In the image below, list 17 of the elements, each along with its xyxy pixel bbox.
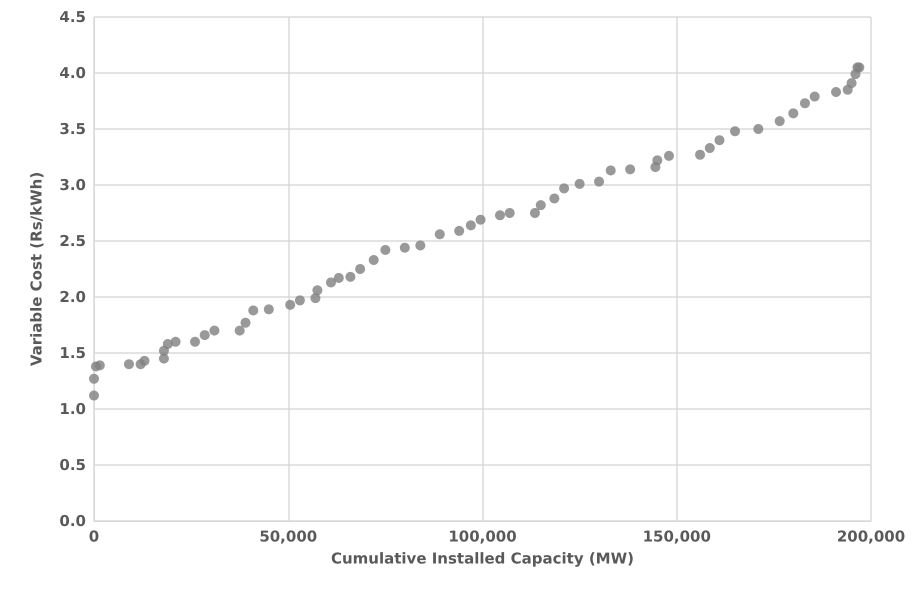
x-tick-label: 100,000 bbox=[448, 528, 517, 546]
y-axis-title: Variable Cost (Rs/kWh) bbox=[28, 172, 46, 366]
y-tick-label: 4.0 bbox=[59, 64, 86, 82]
x-tick-label: 150,000 bbox=[642, 528, 711, 546]
y-tick-label: 1.5 bbox=[59, 344, 86, 362]
y-tick-label: 4.5 bbox=[59, 8, 86, 26]
y-tick-label: 1.0 bbox=[59, 400, 86, 418]
x-tick-label: 50,000 bbox=[259, 528, 318, 546]
x-tick-label: 0 bbox=[88, 528, 100, 546]
x-axis-title: Cumulative Installed Capacity (MW) bbox=[330, 550, 634, 568]
y-tick-label: 3.0 bbox=[59, 176, 86, 194]
x-tick-label: 200,000 bbox=[836, 528, 906, 546]
y-tick-label: 3.5 bbox=[59, 120, 86, 138]
y-tick-label: 0.0 bbox=[59, 512, 86, 530]
y-tick-label: 2.0 bbox=[59, 288, 86, 306]
y-tick-label: 0.5 bbox=[59, 456, 86, 474]
y-tick-label: 2.5 bbox=[59, 232, 86, 250]
